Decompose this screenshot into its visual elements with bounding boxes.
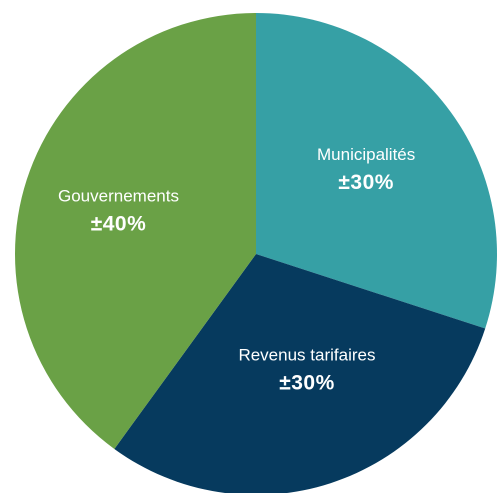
pie-slice-0	[256, 13, 497, 329]
pie-slices	[15, 13, 497, 493]
pie-labels: Municipalités ±30% Revenus tarifaires ±30% G…	[58, 145, 415, 395]
slice-label-1: Revenus tarifaires	[238, 345, 375, 364]
slice-label-2: Gouvernements	[58, 186, 179, 205]
slice-value-2: ±40%	[91, 212, 147, 235]
pie-slice-1	[114, 254, 486, 493]
pie-slice-2	[15, 13, 257, 449]
slice-value-1: ±30%	[279, 371, 335, 394]
slice-value-0: ±30%	[338, 171, 394, 194]
slice-label-0: Municipalités	[317, 145, 415, 164]
